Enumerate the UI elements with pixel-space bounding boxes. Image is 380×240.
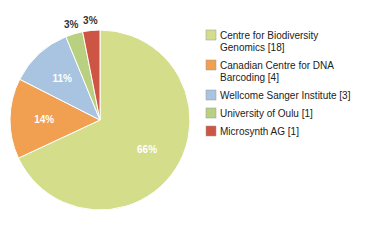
legend-swatch	[206, 90, 216, 100]
pie	[10, 30, 190, 210]
legend-label-line: Barcoding [4]	[220, 72, 279, 83]
legend-label-line: Wellcome Sanger Institute [3]	[220, 90, 351, 101]
legend-label-line: Canadian Centre for DNA	[220, 60, 334, 71]
legend-label-line: Centre for Biodiversity	[220, 30, 318, 41]
legend-label-line: Microsynth AG [1]	[220, 126, 299, 137]
pie-slice	[18, 30, 190, 210]
legend-label: Microsynth AG [1]	[220, 126, 299, 137]
data-label: 3%	[83, 15, 98, 26]
data-label: 11%	[52, 73, 72, 84]
data-labels: 66% 14% 11% 3% 3%	[34, 15, 157, 155]
legend-swatch	[206, 126, 216, 136]
legend-label: Canadian Centre for DNABarcoding [4]	[220, 60, 334, 83]
legend-swatch	[206, 60, 216, 70]
legend-label: University of Oulu [1]	[220, 108, 313, 119]
legend-label: Centre for BiodiversityGenomics [18]	[220, 30, 318, 53]
legend-swatch	[206, 30, 216, 40]
legend-label-line: University of Oulu [1]	[220, 108, 313, 119]
data-label: 66%	[137, 144, 157, 155]
pie-slice	[83, 30, 100, 120]
legend-item: Wellcome Sanger Institute [3]	[206, 90, 351, 101]
legend-swatch	[206, 108, 216, 118]
legend-label: Wellcome Sanger Institute [3]	[220, 90, 351, 101]
legend-item: Microsynth AG [1]	[206, 126, 299, 137]
data-label: 3%	[64, 19, 79, 30]
legend-label-line: Genomics [18]	[220, 42, 285, 53]
legend-item: Centre for BiodiversityGenomics [18]	[206, 30, 318, 53]
legend-item: University of Oulu [1]	[206, 108, 313, 119]
chart: 66% 14% 11% 3% 3% Centre for BiodiversityGeno…	[0, 0, 380, 240]
legend: Centre for BiodiversityGenomics [18] Cana…	[206, 30, 351, 137]
data-label: 14%	[34, 114, 54, 125]
legend-item: Canadian Centre for DNABarcoding [4]	[206, 60, 334, 83]
